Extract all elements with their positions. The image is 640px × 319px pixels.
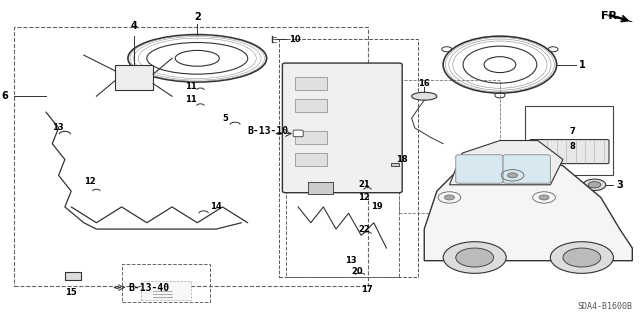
Text: 20: 20 bbox=[352, 267, 364, 276]
Text: 11: 11 bbox=[185, 82, 196, 91]
Circle shape bbox=[444, 195, 454, 200]
FancyBboxPatch shape bbox=[503, 155, 550, 183]
Text: FR.: FR. bbox=[601, 11, 621, 21]
Bar bbox=[279, 39, 418, 277]
Text: 12: 12 bbox=[84, 177, 95, 186]
Text: SDA4-B1600B: SDA4-B1600B bbox=[577, 302, 632, 311]
Bar bbox=[122, 264, 210, 302]
Polygon shape bbox=[424, 153, 632, 261]
Bar bbox=[285, 166, 399, 277]
Circle shape bbox=[583, 179, 606, 190]
Text: B-13-10: B-13-10 bbox=[248, 126, 289, 136]
Circle shape bbox=[508, 173, 518, 178]
Circle shape bbox=[550, 242, 613, 273]
Text: 14: 14 bbox=[210, 203, 221, 211]
Text: 2: 2 bbox=[194, 12, 201, 22]
FancyBboxPatch shape bbox=[293, 130, 303, 137]
Text: 18: 18 bbox=[396, 155, 408, 164]
Bar bbox=[295, 100, 326, 112]
Text: 13: 13 bbox=[346, 256, 357, 265]
Text: 22: 22 bbox=[358, 225, 370, 234]
Text: 6: 6 bbox=[1, 91, 8, 101]
Text: 8: 8 bbox=[570, 142, 575, 151]
Text: 5: 5 bbox=[223, 114, 228, 123]
Bar bbox=[115, 65, 153, 90]
Circle shape bbox=[563, 248, 601, 267]
Circle shape bbox=[539, 195, 549, 200]
Ellipse shape bbox=[412, 92, 437, 100]
Text: 9: 9 bbox=[535, 174, 541, 183]
Text: 15: 15 bbox=[65, 288, 77, 297]
FancyBboxPatch shape bbox=[282, 63, 402, 193]
Text: 4: 4 bbox=[131, 21, 138, 32]
Bar bbox=[141, 281, 191, 300]
Text: 19: 19 bbox=[371, 203, 382, 211]
Text: 11: 11 bbox=[185, 95, 196, 104]
Text: 17: 17 bbox=[361, 285, 373, 294]
FancyBboxPatch shape bbox=[456, 155, 503, 183]
Circle shape bbox=[456, 248, 493, 267]
Bar bbox=[65, 272, 81, 280]
FancyBboxPatch shape bbox=[529, 140, 609, 164]
Text: 12: 12 bbox=[358, 193, 370, 202]
Bar bbox=[392, 163, 399, 166]
Text: 16: 16 bbox=[418, 79, 429, 88]
Polygon shape bbox=[449, 141, 563, 185]
Bar bbox=[399, 80, 500, 213]
Bar bbox=[295, 131, 326, 144]
Bar bbox=[308, 182, 333, 194]
Bar bbox=[15, 27, 367, 286]
Bar bbox=[295, 153, 326, 166]
Text: B-13-40: B-13-40 bbox=[128, 283, 169, 293]
Text: 1: 1 bbox=[579, 60, 586, 70]
Text: 21: 21 bbox=[358, 180, 370, 189]
Text: 7: 7 bbox=[570, 127, 575, 136]
Bar bbox=[534, 168, 546, 174]
Text: 10: 10 bbox=[289, 35, 300, 44]
Text: 13: 13 bbox=[52, 123, 64, 132]
Text: 3: 3 bbox=[616, 180, 623, 190]
Polygon shape bbox=[607, 16, 632, 22]
Bar bbox=[295, 77, 326, 90]
Bar bbox=[525, 106, 613, 175]
Circle shape bbox=[443, 242, 506, 273]
Circle shape bbox=[588, 182, 601, 188]
